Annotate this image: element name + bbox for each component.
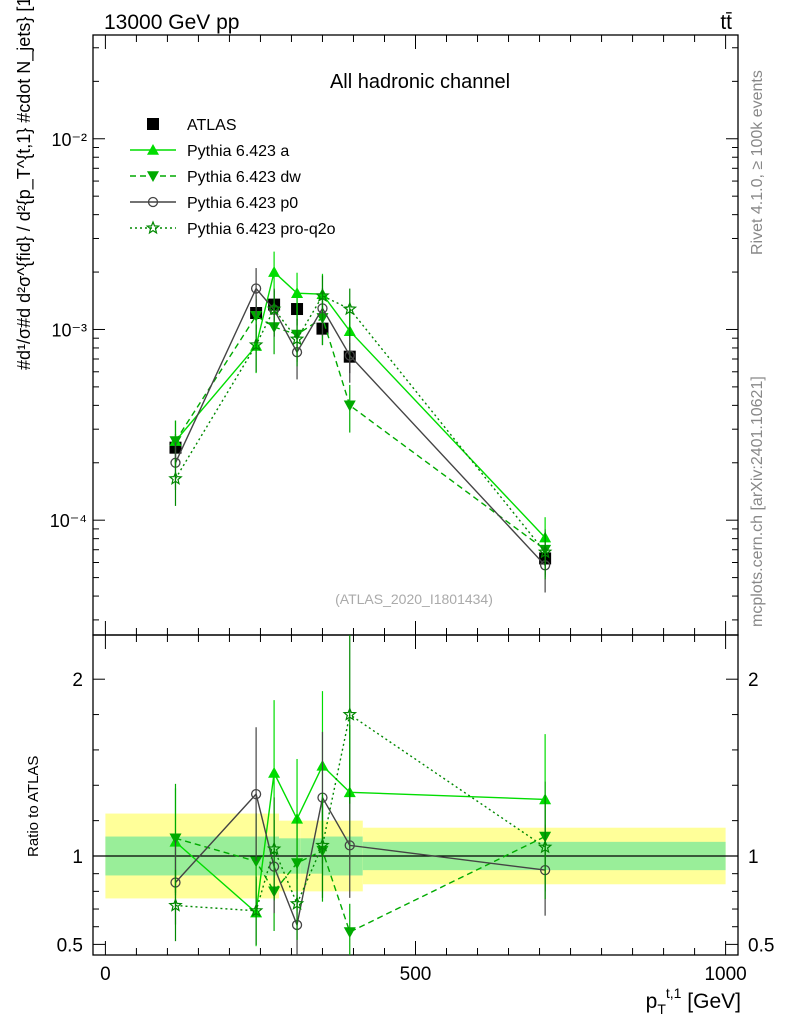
x-axis-label-sup: t,1 (666, 985, 682, 1001)
legend-label: Pythia 6.423 p0 (187, 195, 298, 212)
legend: ATLAS Pythia 6.423 a Pythia 6.423 dw Pythia… (130, 117, 336, 238)
series-line-4 (174, 294, 546, 553)
data-point (250, 283, 262, 294)
legend-marker (147, 144, 159, 155)
legend-marker (147, 118, 159, 130)
ratio-point (342, 706, 358, 721)
ratio-y-tick-label-right: 2 (748, 670, 759, 691)
data-point (268, 266, 281, 277)
ratio-y-tick-label-right: 0.5 (748, 935, 774, 956)
ratio-point (343, 927, 356, 939)
x-tick-label: 1000 (704, 964, 746, 985)
data-point (344, 350, 355, 361)
ratio-point (344, 840, 355, 851)
legend-label: Pythia 6.423 pro-q2o (187, 221, 336, 238)
x-axis-label-sub: T (657, 1001, 666, 1017)
ratio-y-axis-label: Ratio to ATLAS (25, 756, 42, 857)
x-axis-label-unit: [GeV] (681, 990, 741, 1013)
ratio-point (289, 896, 305, 910)
legend-marker (145, 220, 161, 235)
data-point (289, 331, 305, 346)
data-point (250, 310, 263, 322)
analysis-id: (ATLAS_2020_I1801434) (335, 591, 493, 607)
series-layer (168, 251, 553, 593)
x-axis-label-p: p (646, 990, 658, 1013)
ratio-layer (93, 635, 738, 955)
ratio-y-tick-label: 2 (72, 670, 83, 691)
chart-title: All hadronic channel (330, 71, 510, 93)
main-y-axis-label: #d¹/σ#d d²σ^{fid} / d²{p_T^{t,1} #cdot N… (14, 0, 35, 370)
data-point (342, 301, 358, 316)
ratio-y-tick-label-right: 1 (748, 847, 759, 868)
data-point (315, 288, 330, 303)
legend-label: Pythia 6.423 a (187, 143, 289, 160)
ratio-y-tick-label: 0.5 (57, 935, 83, 956)
legend-label: Pythia 6.423 dw (187, 169, 301, 186)
ratio-point (169, 833, 182, 845)
process-label: tt̄ (720, 11, 732, 34)
series-line-3 (174, 287, 546, 566)
x-tick-label: 0 (100, 964, 111, 985)
main-y-tick-label: 10⁻² (51, 130, 87, 150)
legend-marker (147, 171, 159, 182)
data-point (266, 301, 282, 316)
ratio-point (250, 788, 262, 800)
ratio-y-tick-label: 1 (72, 847, 83, 868)
legend-label: ATLAS (187, 117, 237, 134)
ratio-point (315, 837, 330, 852)
main-y-tick-label: 10⁻⁴ (50, 511, 87, 531)
mcplots-label: mcplots.cern.ch [arXiv:2401.10621] (749, 376, 766, 627)
x-tick-label: 500 (400, 964, 432, 985)
data-point (291, 287, 304, 298)
ratio-point (291, 858, 304, 870)
ratio-point (537, 839, 553, 854)
ratio-point (168, 897, 183, 912)
legend-marker (147, 196, 159, 208)
data-point (169, 436, 182, 448)
data-point (168, 471, 183, 485)
energy-label: 13000 GeV pp (104, 11, 239, 34)
x-axis-label: pTt,1 [GeV] (646, 985, 741, 1017)
ratio-point (268, 766, 281, 778)
data-point (343, 400, 356, 412)
data-point (248, 337, 264, 352)
ratio-point (250, 856, 263, 868)
series-line-2 (174, 314, 546, 551)
series-line-1 (174, 270, 546, 539)
rivet-version-label: Rivet 4.1.0, ≥ 100k events (749, 70, 766, 255)
ratio-point (248, 903, 264, 918)
ratio-point (266, 841, 282, 856)
main-y-tick-label: 10⁻³ (51, 320, 87, 340)
data-point (537, 544, 553, 559)
